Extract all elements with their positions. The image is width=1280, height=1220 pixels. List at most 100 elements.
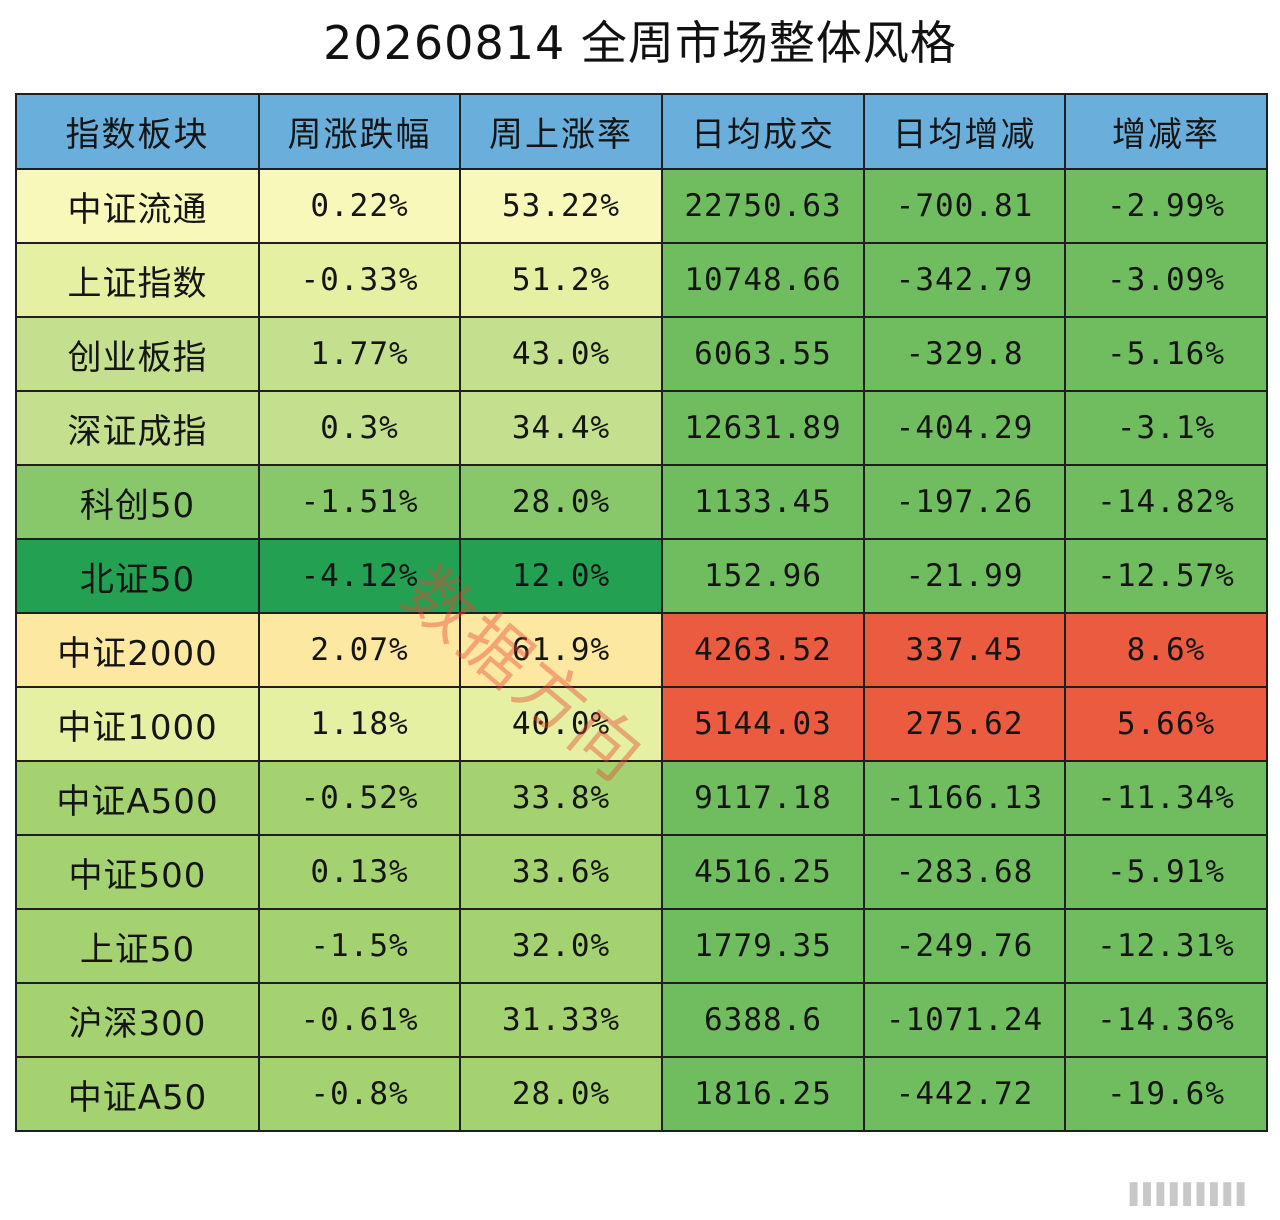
- table-body: 中证流通 0.22% 53.22% 22750.63 -700.81 -2.99% 上证指数…: [15, 168, 1268, 1132]
- column-header: 周上涨率: [459, 93, 663, 170]
- value-cell: -3.09%: [1064, 242, 1268, 318]
- value-cell: -249.76: [863, 908, 1066, 984]
- index-name-cell: 中证1000: [15, 686, 260, 762]
- value-cell: 5144.03: [661, 686, 865, 762]
- table-row: 上证50 -1.5% 32.0% 1779.35 -249.76 -12.31%: [15, 908, 1268, 984]
- market-style-table: 指数板块 周涨跌幅 周上涨率 日均成交 日均增减 增减率 中证流通 0.22% 53.22% 2…: [15, 93, 1268, 1132]
- value-cell: 4263.52: [661, 612, 865, 688]
- table-row: 中证A50 -0.8% 28.0% 1816.25 -442.72 -19.6%: [15, 1056, 1268, 1132]
- value-cell: 1133.45: [661, 464, 865, 540]
- value-cell: 34.4%: [459, 390, 663, 466]
- value-cell: 51.2%: [459, 242, 663, 318]
- table-row: 中证1000 1.18% 40.0% 5144.03 275.62 5.66%: [15, 686, 1268, 762]
- index-name-cell: 科创50: [15, 464, 260, 540]
- value-cell: 33.8%: [459, 760, 663, 836]
- value-cell: -329.8: [863, 316, 1066, 392]
- column-header: 增减率: [1064, 93, 1268, 170]
- index-name-cell: 中证流通: [15, 168, 260, 244]
- value-cell: 32.0%: [459, 908, 663, 984]
- value-cell: -12.31%: [1064, 908, 1268, 984]
- value-cell: 1.18%: [258, 686, 461, 762]
- value-cell: -700.81: [863, 168, 1066, 244]
- table-row: 中证流通 0.22% 53.22% 22750.63 -700.81 -2.99%: [15, 168, 1268, 244]
- value-cell: 0.22%: [258, 168, 461, 244]
- value-cell: -11.34%: [1064, 760, 1268, 836]
- value-cell: 0.13%: [258, 834, 461, 910]
- value-cell: -0.61%: [258, 982, 461, 1058]
- index-name-cell: 深证成指: [15, 390, 260, 466]
- value-cell: -5.16%: [1064, 316, 1268, 392]
- value-cell: 1816.25: [661, 1056, 865, 1132]
- column-header: 日均成交: [661, 93, 865, 170]
- value-cell: -19.6%: [1064, 1056, 1268, 1132]
- value-cell: 10748.66: [661, 242, 865, 318]
- table-row: 沪深300 -0.61% 31.33% 6388.6 -1071.24 -14.36%: [15, 982, 1268, 1058]
- table-row: 中证A500 -0.52% 33.8% 9117.18 -1166.13 -11.34%: [15, 760, 1268, 836]
- index-name-cell: 中证A500: [15, 760, 260, 836]
- column-header: 日均增减: [863, 93, 1066, 170]
- table-row: 深证成指 0.3% 34.4% 12631.89 -404.29 -3.1%: [15, 390, 1268, 466]
- value-cell: 12631.89: [661, 390, 865, 466]
- value-cell: 12.0%: [459, 538, 663, 614]
- value-cell: 6063.55: [661, 316, 865, 392]
- value-cell: -283.68: [863, 834, 1066, 910]
- index-name-cell: 上证指数: [15, 242, 260, 318]
- table-row: 创业板指 1.77% 43.0% 6063.55 -329.8 -5.16%: [15, 316, 1268, 392]
- table-row: 中证500 0.13% 33.6% 4516.25 -283.68 -5.91%: [15, 834, 1268, 910]
- value-cell: 28.0%: [459, 1056, 663, 1132]
- value-cell: -342.79: [863, 242, 1066, 318]
- value-cell: -5.91%: [1064, 834, 1268, 910]
- value-cell: -0.52%: [258, 760, 461, 836]
- index-name-cell: 中证A50: [15, 1056, 260, 1132]
- value-cell: -4.12%: [258, 538, 461, 614]
- value-cell: -1166.13: [863, 760, 1066, 836]
- value-cell: -1.51%: [258, 464, 461, 540]
- footer-logo-icon: ▌▌▌▌▌▌▌▌▌: [1130, 1182, 1252, 1206]
- index-name-cell: 上证50: [15, 908, 260, 984]
- value-cell: 152.96: [661, 538, 865, 614]
- value-cell: 31.33%: [459, 982, 663, 1058]
- value-cell: 53.22%: [459, 168, 663, 244]
- value-cell: 33.6%: [459, 834, 663, 910]
- value-cell: -1071.24: [863, 982, 1066, 1058]
- index-name-cell: 中证500: [15, 834, 260, 910]
- value-cell: -3.1%: [1064, 390, 1268, 466]
- value-cell: -0.8%: [258, 1056, 461, 1132]
- table-row: 上证指数 -0.33% 51.2% 10748.66 -342.79 -3.09%: [15, 242, 1268, 318]
- value-cell: 0.3%: [258, 390, 461, 466]
- index-name-cell: 北证50: [15, 538, 260, 614]
- value-cell: 40.0%: [459, 686, 663, 762]
- value-cell: -14.82%: [1064, 464, 1268, 540]
- value-cell: 22750.63: [661, 168, 865, 244]
- value-cell: 43.0%: [459, 316, 663, 392]
- value-cell: -404.29: [863, 390, 1066, 466]
- table-row: 科创50 -1.51% 28.0% 1133.45 -197.26 -14.82%: [15, 464, 1268, 540]
- value-cell: -21.99: [863, 538, 1066, 614]
- value-cell: 6388.6: [661, 982, 865, 1058]
- header-row: 指数板块 周涨跌幅 周上涨率 日均成交 日均增减 增减率: [15, 93, 1268, 170]
- value-cell: 337.45: [863, 612, 1066, 688]
- value-cell: 1.77%: [258, 316, 461, 392]
- value-cell: -442.72: [863, 1056, 1066, 1132]
- value-cell: -2.99%: [1064, 168, 1268, 244]
- index-name-cell: 创业板指: [15, 316, 260, 392]
- table-row: 北证50 -4.12% 12.0% 152.96 -21.99 -12.57%: [15, 538, 1268, 614]
- value-cell: 61.9%: [459, 612, 663, 688]
- value-cell: 28.0%: [459, 464, 663, 540]
- value-cell: 5.66%: [1064, 686, 1268, 762]
- index-name-cell: 中证2000: [15, 612, 260, 688]
- value-cell: 9117.18: [661, 760, 865, 836]
- value-cell: 2.07%: [258, 612, 461, 688]
- chart-title: 20260814 全周市场整体风格: [323, 16, 957, 70]
- column-header: 周涨跌幅: [258, 93, 461, 170]
- value-cell: -0.33%: [258, 242, 461, 318]
- value-cell: -12.57%: [1064, 538, 1268, 614]
- value-cell: -197.26: [863, 464, 1066, 540]
- value-cell: -1.5%: [258, 908, 461, 984]
- table-row: 中证2000 2.07% 61.9% 4263.52 337.45 8.6%: [15, 612, 1268, 688]
- value-cell: -14.36%: [1064, 982, 1268, 1058]
- column-header: 指数板块: [15, 93, 260, 170]
- value-cell: 8.6%: [1064, 612, 1268, 688]
- index-name-cell: 沪深300: [15, 982, 260, 1058]
